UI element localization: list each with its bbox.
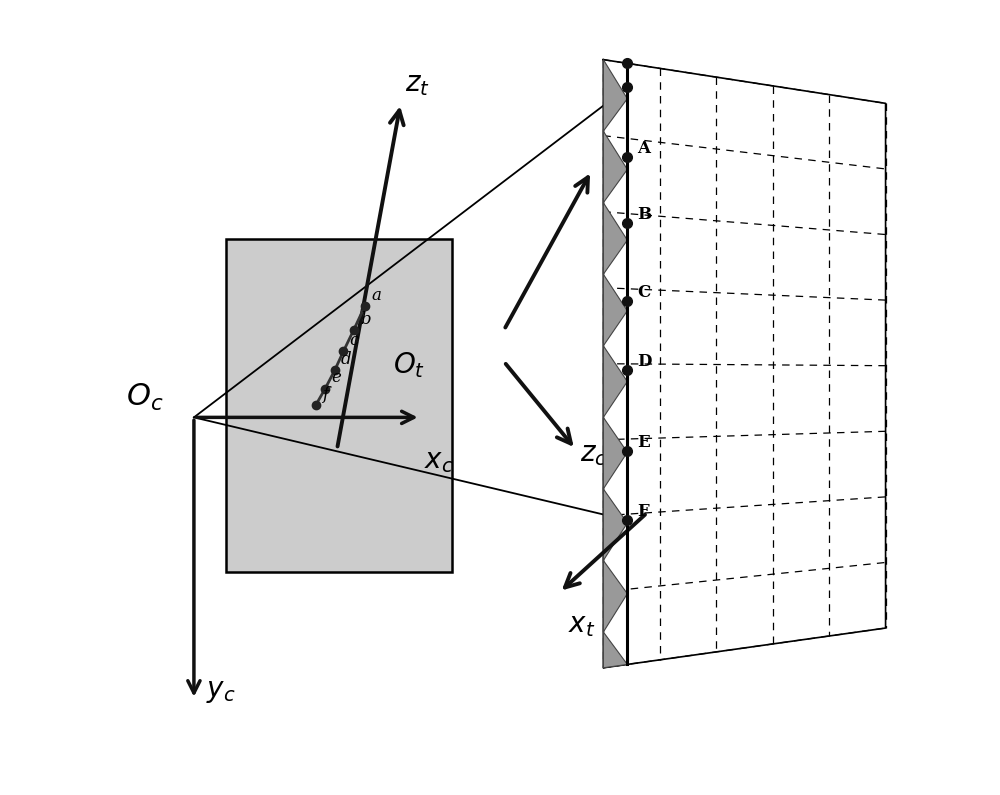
Text: E: E: [637, 434, 650, 451]
Polygon shape: [603, 60, 886, 668]
Text: b: b: [360, 311, 371, 328]
Text: $y_t$: $y_t$: [603, 148, 631, 175]
Text: A: A: [637, 140, 650, 157]
Text: c: c: [350, 332, 359, 349]
Text: $x_t$: $x_t$: [568, 612, 595, 639]
Polygon shape: [603, 60, 627, 668]
Text: B: B: [637, 206, 651, 223]
Text: $O_t$: $O_t$: [393, 351, 425, 381]
Text: $x_c$: $x_c$: [424, 448, 454, 475]
Text: $z_t$: $z_t$: [405, 72, 429, 99]
Text: $O_c$: $O_c$: [126, 382, 164, 413]
Text: f: f: [322, 386, 328, 403]
Text: $z_c$: $z_c$: [580, 441, 607, 468]
Text: D: D: [637, 353, 651, 370]
Text: e: e: [331, 370, 341, 386]
Text: a: a: [371, 287, 381, 304]
Text: C: C: [637, 284, 650, 301]
Text: $y_c$: $y_c$: [206, 678, 235, 705]
Text: F: F: [637, 503, 649, 520]
Text: d: d: [341, 351, 352, 368]
Polygon shape: [226, 238, 452, 572]
